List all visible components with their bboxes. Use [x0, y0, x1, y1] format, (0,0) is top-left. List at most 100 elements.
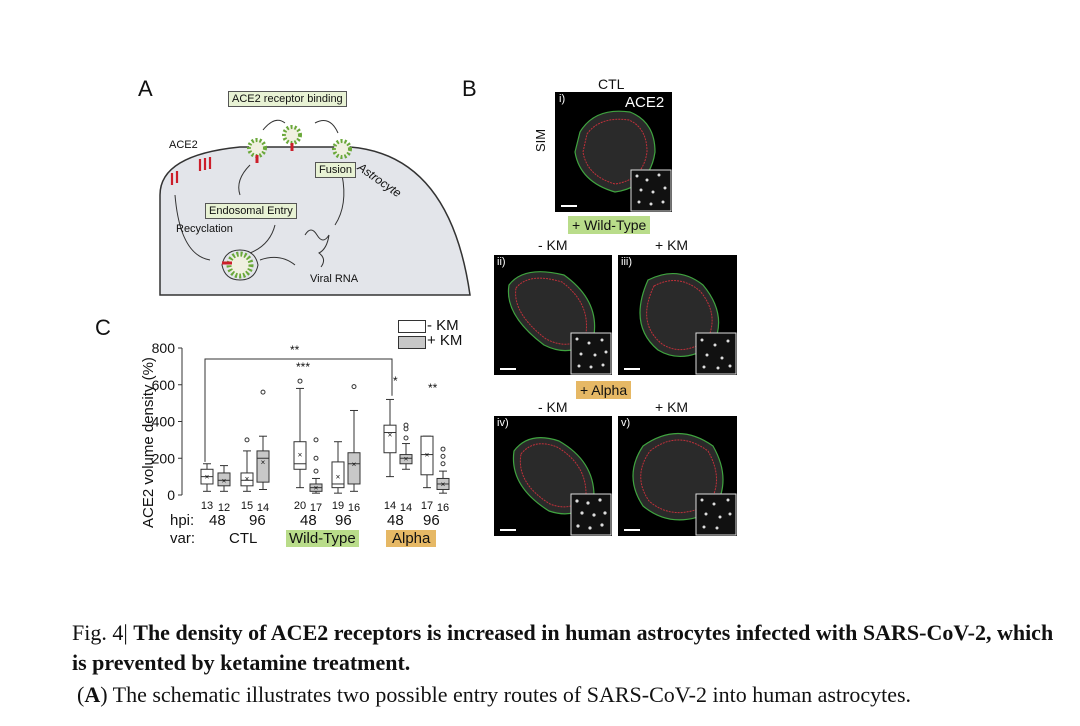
box-outlier — [260, 389, 266, 395]
sig-label-wt: *** — [296, 360, 311, 374]
ctl-label: CTL — [598, 76, 625, 92]
micrograph-ii: ii) — [494, 255, 612, 375]
box-n-label: 17 — [310, 502, 322, 514]
ace2-channel-label: ACE2 — [625, 94, 665, 111]
y-tick-label: 200 — [152, 450, 176, 466]
significance-bracket — [204, 358, 393, 462]
hpi-row-label: hpi: — [170, 512, 195, 529]
box-mean-marker: × — [314, 484, 319, 493]
fig-title: The density of ACE2 receptors is increas… — [72, 620, 1054, 675]
caption-a-label: A — [84, 682, 101, 707]
box-mean-marker: × — [404, 454, 409, 463]
box-n-label: 20 — [294, 500, 306, 512]
box — [217, 472, 231, 487]
var-label-ctl: CTL — [229, 530, 258, 547]
panel-c-letter: C — [95, 315, 111, 340]
panel-b-letter: B — [462, 76, 477, 101]
box-mean-marker: × — [245, 474, 250, 483]
box-mean-marker: × — [222, 476, 227, 485]
wt-minus-km-label: - KM — [538, 237, 568, 253]
entry-schematic — [159, 119, 471, 296]
box-outlier — [440, 453, 446, 459]
wild-type-tag: + Wild-Type — [568, 216, 651, 234]
y-tick-label: 400 — [152, 414, 176, 430]
alpha-plus-km-label: + KM — [655, 399, 689, 415]
box-n-label: 14 — [257, 502, 269, 514]
box-outlier — [403, 422, 409, 428]
sig-label-alpha-96: ** — [428, 381, 438, 395]
var-row-label: var: — [170, 530, 196, 547]
legend-swatch-plus-km — [398, 336, 426, 349]
box-n-label: 16 — [437, 502, 449, 514]
micrograph-i: i) ACE2 — [555, 92, 672, 212]
micrograph-v-label: v) — [621, 417, 631, 429]
viral-rna-label: Viral RNA — [310, 273, 359, 285]
ace2-density-boxplot: 0 200 400 600 800 × 13 × 12 × 15 × 14 × 20 × 17 × 19 × 16 × 14… — [152, 340, 450, 514]
micrograph-iv-label: iv) — [497, 417, 509, 429]
caption-a-text: The schematic illustrates two possible e… — [112, 682, 912, 707]
y-tick-label: 800 — [152, 340, 176, 356]
box — [347, 452, 361, 485]
hpi-label: 96 — [423, 512, 440, 529]
box-outlier — [403, 435, 409, 441]
box — [399, 454, 413, 465]
sig-bracket-label: ** — [290, 343, 300, 357]
box-outlier — [313, 468, 319, 474]
box-outlier — [440, 446, 446, 452]
box-mean-marker: × — [261, 458, 266, 467]
box-n-label: 16 — [348, 502, 360, 514]
box-outlier — [297, 378, 303, 384]
box-mean-marker: × — [205, 473, 210, 482]
hpi-label: 96 — [249, 512, 266, 529]
box-mean-marker: × — [298, 451, 303, 460]
y-tick-label: 0 — [167, 487, 175, 503]
var-label-alpha: Alpha — [386, 530, 437, 547]
alpha-tag: + Alpha — [576, 381, 632, 399]
box — [331, 461, 345, 489]
hpi-label: 48 — [387, 512, 404, 529]
micrograph-i-label: i) — [559, 93, 566, 105]
figure-caption-title: Fig. 4| The density of ACE2 receptors is… — [72, 618, 1062, 678]
sim-label: SIM — [533, 128, 548, 152]
micrograph-v: v) — [618, 416, 737, 536]
box-n-label: 13 — [201, 500, 213, 512]
box-n-label: 17 — [421, 500, 433, 512]
ace2-label: ACE2 — [169, 139, 198, 151]
micrograph-iii: iii) — [618, 255, 737, 375]
panel-a-letter: A — [138, 76, 153, 101]
box-outlier — [313, 437, 319, 443]
var-label-wild-type: Wild-Type — [286, 530, 359, 547]
box-outlier — [351, 384, 357, 390]
figure-caption-a: (A) The schematic illustrates two possib… — [77, 682, 912, 707]
box-n-label: 15 — [241, 500, 253, 512]
box-outlier — [440, 461, 446, 467]
box-outlier — [313, 455, 319, 461]
legend-plus-km: + KM — [427, 332, 463, 349]
box-outlier — [244, 437, 250, 443]
micrograph-iii-label: iii) — [621, 256, 632, 268]
micrograph-ii-label: ii) — [497, 256, 506, 268]
box-mean-marker: × — [352, 460, 357, 469]
box — [420, 435, 434, 476]
box-n-label: 14 — [384, 500, 396, 512]
box — [293, 441, 307, 470]
fusion-label: Fusion — [315, 162, 357, 178]
box-mean-marker: × — [336, 473, 341, 482]
y-tick-label: 600 — [152, 377, 176, 393]
box — [240, 472, 254, 487]
receptor-binding-label: ACE2 receptor binding — [228, 91, 347, 107]
fig-label: Fig. 4| — [72, 620, 128, 645]
box-n-label: 19 — [332, 500, 344, 512]
micrograph-iv: iv) — [494, 416, 612, 536]
legend-minus-km: - KM — [427, 317, 459, 334]
sig-label-alpha-48: * — [393, 374, 398, 388]
box-n-label: 14 — [400, 502, 412, 514]
box-n-label: 12 — [218, 502, 230, 514]
box-mean-marker: × — [441, 480, 446, 489]
hpi-label: 48 — [300, 512, 317, 529]
box-mean-marker: × — [425, 451, 430, 460]
alpha-minus-km-label: - KM — [538, 399, 568, 415]
box-mean-marker: × — [388, 430, 393, 439]
recyclation-label: Recyclation — [176, 223, 233, 235]
legend-swatch-minus-km — [398, 320, 426, 333]
